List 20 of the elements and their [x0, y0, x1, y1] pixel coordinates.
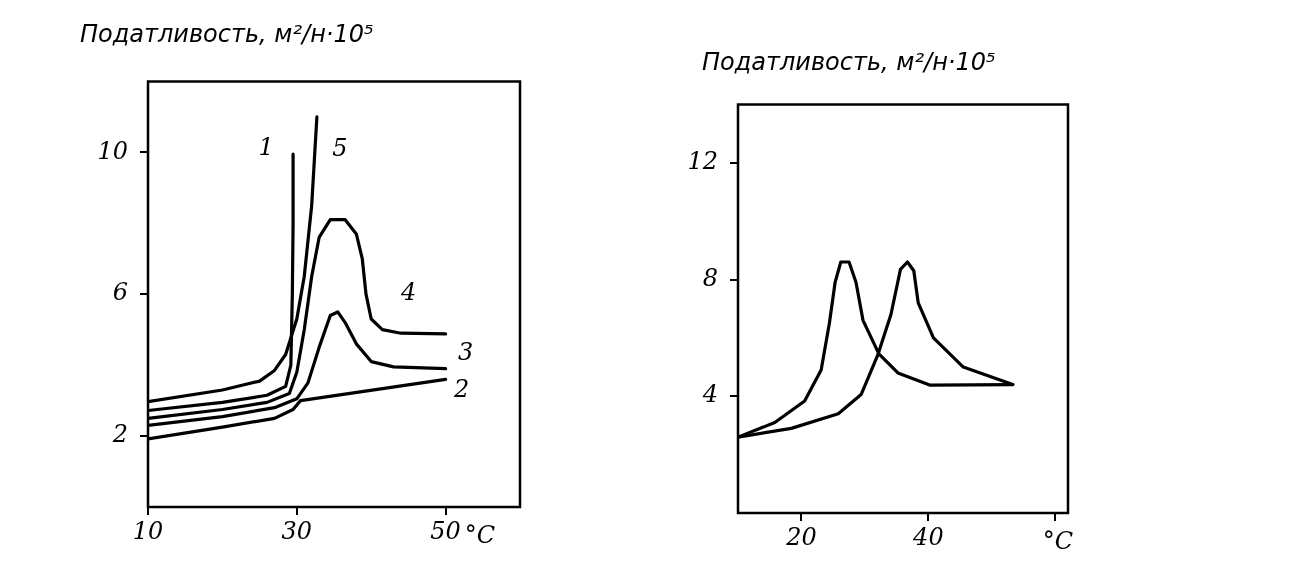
x-axis-title: °C — [464, 521, 496, 550]
series-label: 4 — [399, 278, 417, 307]
x-tick-label: 10 — [132, 516, 164, 545]
x-tick-label: 50 — [430, 516, 461, 545]
y-tick-label: 2 — [111, 420, 128, 449]
y-tick-label: 10 — [97, 136, 128, 165]
y-tick-label: 6 — [112, 278, 128, 307]
y-tick-label: 8 — [702, 263, 718, 292]
series-label: 3 — [457, 337, 474, 366]
x-tick-label: 30 — [281, 516, 313, 545]
y-axis-title: Податливость, м²/н·10⁵ — [702, 48, 996, 76]
series-label: 1 — [258, 133, 274, 162]
series-label: 5 — [332, 134, 348, 163]
x-tick-label: 20 — [785, 522, 817, 551]
y-axis-title: Податливость, м²/н·10⁵ — [80, 20, 374, 48]
x-axis-title: °C — [1042, 527, 1074, 556]
series-label: 2 — [452, 374, 470, 403]
x-tick-label: 40 — [912, 522, 944, 551]
y-tick-label: 4 — [701, 380, 718, 409]
y-tick-label: 12 — [687, 147, 718, 176]
